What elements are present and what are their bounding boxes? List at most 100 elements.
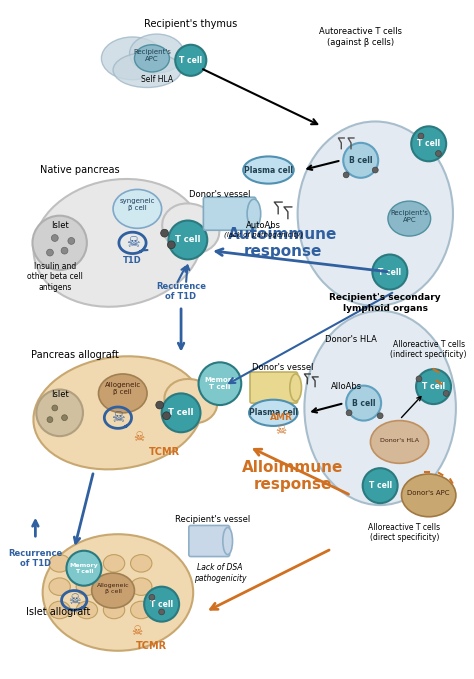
Ellipse shape <box>247 199 261 228</box>
Ellipse shape <box>129 34 184 73</box>
Ellipse shape <box>298 122 453 306</box>
Circle shape <box>416 376 422 382</box>
Ellipse shape <box>76 555 98 572</box>
Circle shape <box>32 216 87 270</box>
Text: B cell: B cell <box>349 155 373 165</box>
Text: Alloreactive T cells
(indirect specificity): Alloreactive T cells (indirect specifici… <box>391 340 467 359</box>
Ellipse shape <box>243 156 294 183</box>
Circle shape <box>343 172 349 178</box>
Text: Islet: Islet <box>51 221 69 230</box>
Text: B cell: B cell <box>352 399 375 407</box>
Ellipse shape <box>223 528 233 555</box>
Circle shape <box>68 238 75 244</box>
Circle shape <box>52 405 58 411</box>
Text: Recipient's
APC: Recipient's APC <box>391 210 428 223</box>
Text: Memory
T cell: Memory T cell <box>70 563 98 574</box>
Ellipse shape <box>130 555 152 572</box>
Text: Allogeneic
β cell: Allogeneic β cell <box>105 382 141 395</box>
Text: ☠: ☠ <box>68 593 81 607</box>
Circle shape <box>36 390 83 436</box>
Ellipse shape <box>401 474 456 517</box>
Text: Alloreactive T cells
(direct specificity): Alloreactive T cells (direct specificity… <box>368 523 440 542</box>
Text: T1D: T1D <box>123 256 142 265</box>
Circle shape <box>66 551 101 586</box>
Circle shape <box>411 126 446 162</box>
Text: AutoAbs: AutoAbs <box>246 221 281 230</box>
Text: TCMR: TCMR <box>137 641 167 651</box>
Ellipse shape <box>49 555 70 572</box>
Text: Plasma cell: Plasma cell <box>249 408 298 418</box>
Text: T cell: T cell <box>422 382 445 391</box>
Circle shape <box>144 587 179 622</box>
Ellipse shape <box>249 400 298 426</box>
FancyBboxPatch shape <box>189 526 229 557</box>
Circle shape <box>163 412 170 420</box>
Circle shape <box>363 469 398 503</box>
Text: Recipient's thymus: Recipient's thymus <box>144 20 237 29</box>
Ellipse shape <box>43 534 193 650</box>
Circle shape <box>62 415 67 420</box>
Ellipse shape <box>135 45 169 72</box>
Text: Autoreactive T cells
(against β cells): Autoreactive T cells (against β cells) <box>319 27 402 47</box>
Text: Native pancreas: Native pancreas <box>40 165 120 175</box>
Circle shape <box>377 413 383 419</box>
Text: TCMR: TCMR <box>149 447 180 457</box>
FancyBboxPatch shape <box>250 372 298 403</box>
Ellipse shape <box>130 578 152 595</box>
Ellipse shape <box>76 578 98 595</box>
Text: T cell: T cell <box>179 56 202 65</box>
Text: Islet allograft: Islet allograft <box>26 607 90 617</box>
Circle shape <box>346 410 352 416</box>
Circle shape <box>199 363 241 405</box>
Circle shape <box>343 143 378 178</box>
Circle shape <box>162 393 201 433</box>
Text: Autoimmune
response: Autoimmune response <box>228 227 337 259</box>
Circle shape <box>161 230 168 237</box>
Ellipse shape <box>162 204 219 253</box>
Circle shape <box>373 255 407 289</box>
Text: syngeneic
β cell: syngeneic β cell <box>119 198 155 210</box>
Circle shape <box>46 249 54 256</box>
Ellipse shape <box>304 311 456 505</box>
Text: Allogeneic
β cell: Allogeneic β cell <box>97 583 129 594</box>
Text: Donor's vessel: Donor's vessel <box>252 363 314 371</box>
Ellipse shape <box>103 601 125 619</box>
Ellipse shape <box>290 374 301 401</box>
Ellipse shape <box>76 601 98 619</box>
Text: ☠: ☠ <box>275 424 287 437</box>
Text: (lack of pathogenicity): (lack of pathogenicity) <box>224 232 303 238</box>
Ellipse shape <box>130 601 152 619</box>
Ellipse shape <box>99 374 147 413</box>
Circle shape <box>436 151 441 156</box>
Circle shape <box>61 247 68 254</box>
Ellipse shape <box>103 555 125 572</box>
Circle shape <box>51 235 58 242</box>
Circle shape <box>175 45 206 76</box>
Ellipse shape <box>49 601 70 619</box>
Ellipse shape <box>164 379 217 424</box>
Text: Recipient's secondary
lymphoid organs: Recipient's secondary lymphoid organs <box>329 293 441 313</box>
Text: Plasma cell: Plasma cell <box>244 166 293 175</box>
Text: T cell: T cell <box>168 408 194 418</box>
Circle shape <box>416 369 451 404</box>
Text: Donor's vessel: Donor's vessel <box>189 190 251 199</box>
Text: Islet: Islet <box>51 390 69 399</box>
Circle shape <box>149 594 155 600</box>
Text: Donor's HLA: Donor's HLA <box>380 437 419 443</box>
Text: Memory
T cell: Memory T cell <box>204 378 236 390</box>
Ellipse shape <box>91 573 135 608</box>
Text: Pancreas allograft: Pancreas allograft <box>30 350 118 360</box>
Circle shape <box>418 133 424 139</box>
Ellipse shape <box>103 578 125 595</box>
Circle shape <box>156 401 164 409</box>
Text: ☠: ☠ <box>111 410 125 425</box>
Text: ☠: ☠ <box>132 625 143 638</box>
Text: ☠: ☠ <box>126 236 139 251</box>
Circle shape <box>159 609 164 614</box>
Text: Lack of DSA
pathogenicity: Lack of DSA pathogenicity <box>194 564 246 583</box>
Text: T cell: T cell <box>417 139 440 148</box>
Circle shape <box>443 390 449 397</box>
Text: T cell: T cell <box>378 268 401 276</box>
Ellipse shape <box>34 179 202 307</box>
Ellipse shape <box>49 578 70 595</box>
